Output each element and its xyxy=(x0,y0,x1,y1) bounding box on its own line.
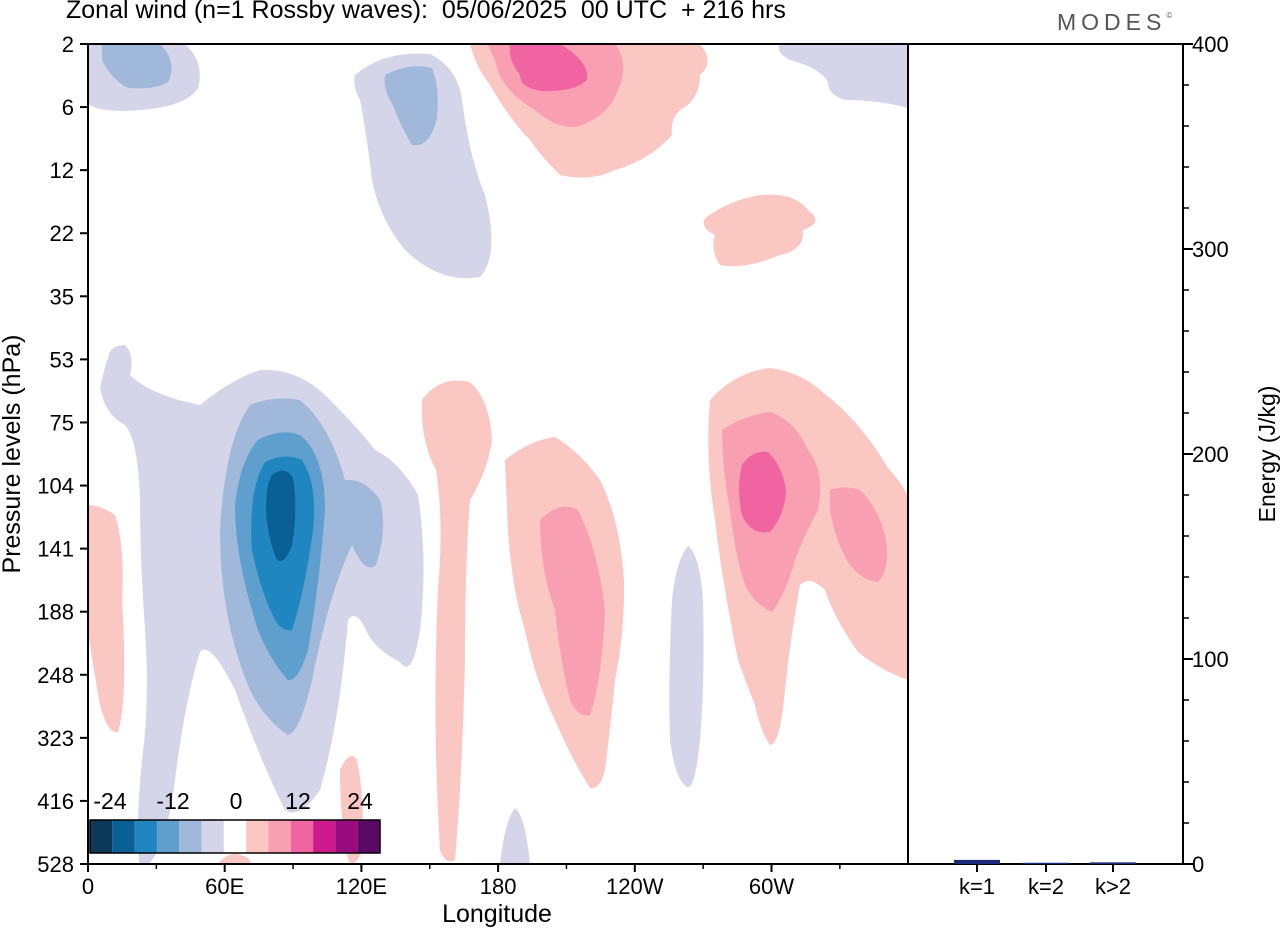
energy-tick-label: 0 xyxy=(1192,852,1204,877)
contour-neg-4 xyxy=(266,470,296,561)
y-tick-label: 323 xyxy=(37,726,74,751)
x-tick-label: 180 xyxy=(480,874,517,899)
energy-bar xyxy=(1023,862,1069,864)
y-tick-label: 248 xyxy=(37,663,74,688)
y-tick-label: 35 xyxy=(50,284,74,309)
x-axis-ticks: 0 60E 120E 180 120W 60W xyxy=(82,864,841,899)
colorbar-swatch xyxy=(156,820,180,853)
colorbar-label: -12 xyxy=(156,788,189,814)
logo-mark: © xyxy=(1166,11,1173,20)
colorbar-frame xyxy=(89,819,381,854)
colorbar-swatch xyxy=(90,820,113,853)
energy-tick-label: 400 xyxy=(1192,32,1229,57)
x-tick-label: 60E xyxy=(205,874,244,899)
contour-pos-weak xyxy=(421,380,492,862)
energy-tick-label: 100 xyxy=(1192,647,1229,672)
energy-bars: k=1 k=2 k>2 xyxy=(954,859,1136,899)
colorbar-label: -24 xyxy=(93,788,126,814)
colorbar-swatch xyxy=(246,820,269,853)
colorbar-swatch xyxy=(313,820,336,853)
y-tick-label: 416 xyxy=(37,789,74,814)
contour-pos-weak xyxy=(703,194,816,267)
contour-field xyxy=(88,44,908,864)
contour-pos-2 xyxy=(739,451,786,533)
colorbar-swatch xyxy=(290,820,314,853)
y-tick-label: 75 xyxy=(50,410,74,435)
logo-text: MODES xyxy=(1057,9,1167,35)
energy-axis-ticks: 0 100 200 300 400 xyxy=(1183,32,1229,877)
bar-category-label: k=2 xyxy=(1028,874,1064,899)
contour-neg-weak xyxy=(778,44,908,108)
energy-axis-label: Energy (J/kg) xyxy=(1254,386,1280,523)
y-tick-label: 12 xyxy=(50,158,74,183)
x-tick-label: 120E xyxy=(336,874,387,899)
y-tick-label: 528 xyxy=(37,852,74,877)
contour-neg-weak xyxy=(669,546,704,788)
y-tick-label: 2 xyxy=(62,32,74,57)
modes-logo: MODES© xyxy=(1057,9,1172,36)
energy-bar xyxy=(954,859,1000,864)
chart-title: Zonal wind (n=1 Rossby waves): 05/06/202… xyxy=(66,0,786,24)
energy-tick-label: 300 xyxy=(1192,237,1229,262)
colorbar-swatch xyxy=(268,820,291,853)
colorbar: -24 -12 0 12 24 xyxy=(89,788,381,854)
y-tick-label: 188 xyxy=(37,600,74,625)
energy-tick-label: 200 xyxy=(1192,442,1229,467)
contour-pos-1 xyxy=(540,506,605,716)
contour-neg-1 xyxy=(384,66,438,146)
y-axis-ticks: 2 6 12 22 35 53 75 104 141 188 248 323 416 528 xyxy=(37,32,88,877)
bar-category-label: k=1 xyxy=(959,874,995,899)
colorbar-label: 12 xyxy=(285,788,311,814)
colorbar-swatch xyxy=(223,820,247,853)
x-axis-label: Longitude xyxy=(442,900,552,928)
contour-neg-weak xyxy=(500,808,530,864)
colorbar-swatch xyxy=(112,820,135,853)
colorbar-swatch xyxy=(335,820,358,853)
x-tick-label: 0 xyxy=(82,874,94,899)
colorbar-swatch xyxy=(357,820,380,853)
colorbar-label: 24 xyxy=(347,788,373,814)
x-tick-label: 60W xyxy=(749,874,794,899)
y-tick-label: 141 xyxy=(37,537,74,562)
contour-pos-weak xyxy=(88,505,125,733)
colorbar-label: 0 xyxy=(230,788,243,814)
colorbar-swatch xyxy=(179,820,202,853)
energy-bar xyxy=(1090,862,1136,864)
contour-pos-weak xyxy=(218,854,252,864)
contour-neg-1 xyxy=(102,44,172,89)
y-axis-label: Pressure levels (hPa) xyxy=(0,335,26,574)
colorbar-swatch xyxy=(201,820,224,853)
x-tick-label: 120W xyxy=(606,874,664,899)
y-tick-label: 6 xyxy=(62,95,74,120)
y-tick-label: 53 xyxy=(50,347,74,372)
contour-pos-1 xyxy=(830,487,887,582)
bar-category-label: k>2 xyxy=(1095,874,1131,899)
bar-plot-frame xyxy=(907,43,1184,865)
y-tick-label: 22 xyxy=(50,221,74,246)
y-tick-label: 104 xyxy=(37,474,74,499)
contour-neg-weak xyxy=(354,53,492,279)
colorbar-swatch xyxy=(134,820,157,853)
contour-pos-2 xyxy=(509,44,588,92)
